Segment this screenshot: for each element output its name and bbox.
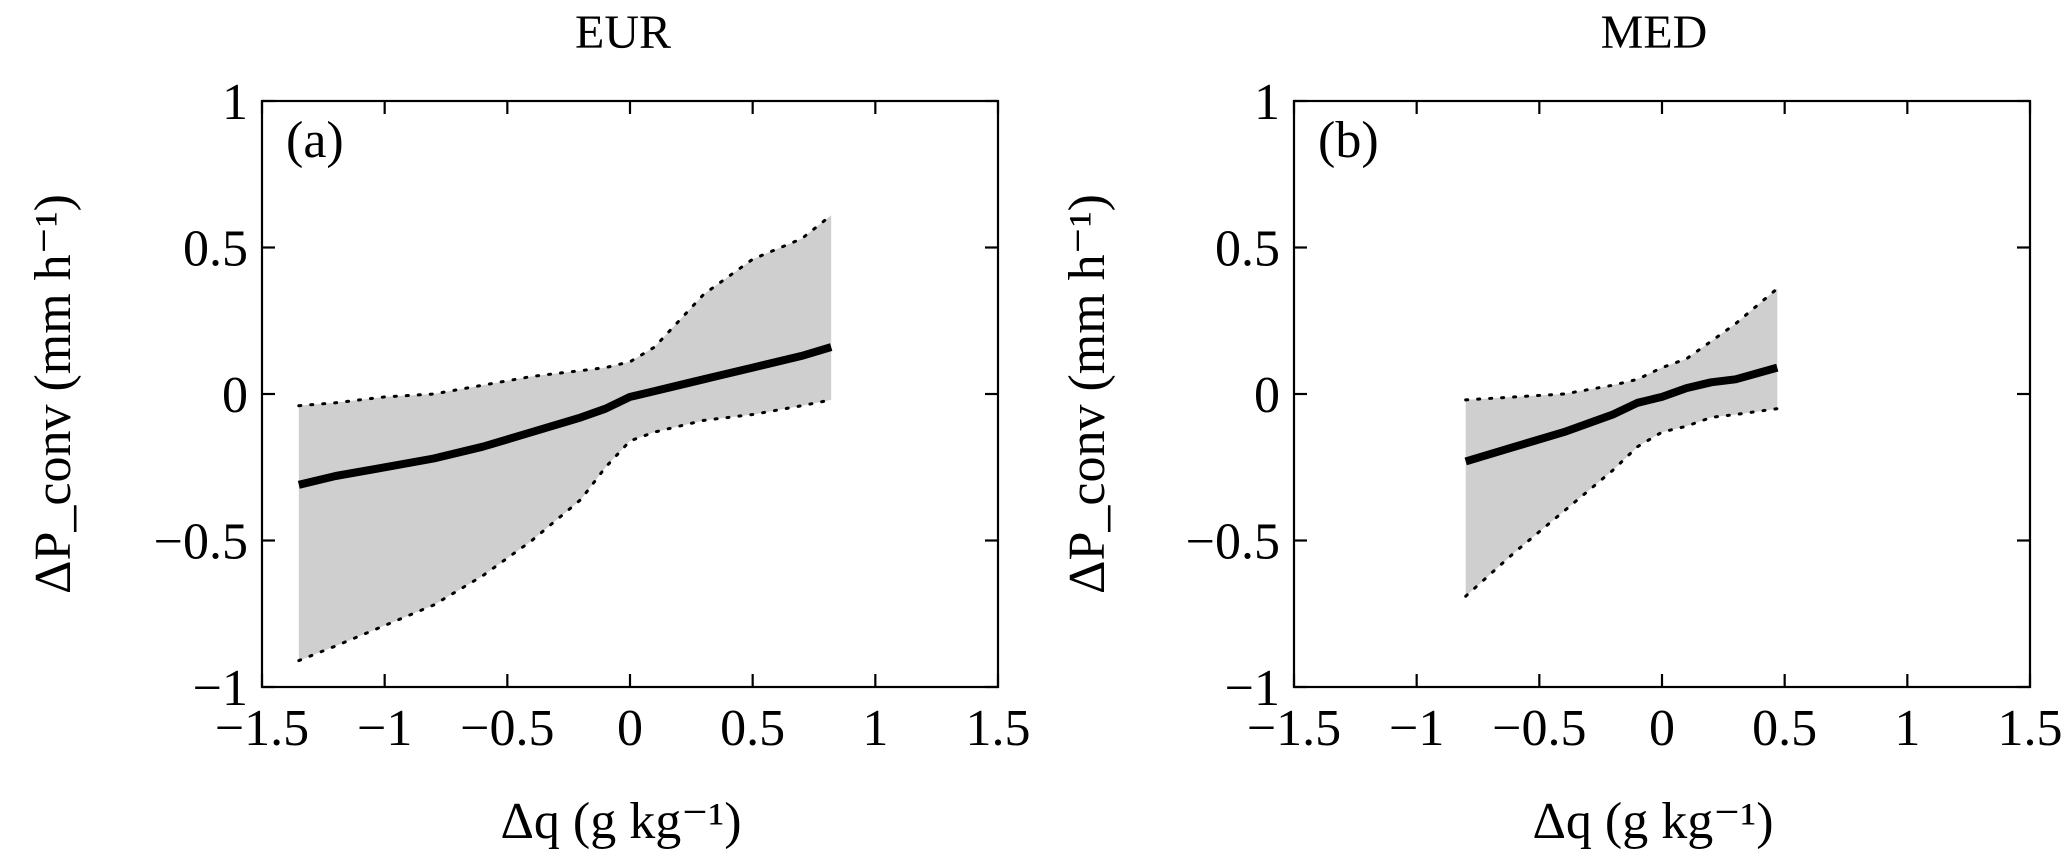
panel-title: EUR <box>575 6 671 59</box>
x-tick-label: 0.5 <box>720 700 785 757</box>
lower-bound-line <box>1464 407 1779 598</box>
panel-title: MED <box>1601 6 1708 59</box>
panel-label: (b) <box>1318 112 1379 169</box>
ticks-layer: −1.5 −1 −0.5 0 0.5 1 1.5−1−0.500.51 <box>1186 74 2063 757</box>
x-tick-label: −1.5 <box>215 700 309 757</box>
y-tick-label: −1 <box>193 660 248 717</box>
x-tick-label: 1.5 <box>1998 700 2063 757</box>
uncertainty-band <box>1465 288 1778 597</box>
y-tick-label: −1 <box>1225 660 1280 717</box>
x-axis-label: Δq (g kg⁻¹) <box>1532 793 1773 850</box>
x-tick-label: 0 <box>1649 700 1675 757</box>
x-tick-label: −0.5 <box>460 700 554 757</box>
x-tick-label: 1.5 <box>966 700 1031 757</box>
y-axis-label: ΔP_conv (mm h⁻¹) <box>1059 194 1116 594</box>
y-tick-label: 0 <box>222 367 248 424</box>
x-tick-label: −1 <box>357 700 412 757</box>
x-tick-label: −1.5 <box>1247 700 1341 757</box>
y-axis-label: ΔP_conv (mm h⁻¹) <box>25 194 82 594</box>
y-tick-label: 0.5 <box>183 221 248 278</box>
x-tick-label: 0.5 <box>1752 700 1817 757</box>
x-tick-label: 1 <box>862 700 888 757</box>
x-tick-label: 0 <box>617 700 643 757</box>
data-layer <box>1464 287 1779 598</box>
lower-bound-line <box>297 398 833 663</box>
panel-eur: EUR −1.5 −1 −0.5 0 0.5 1 1.5−1−0.500.51 (a) Δq… <box>25 6 1031 850</box>
y-tick-label: 1 <box>222 74 248 131</box>
x-tick-label: −0.5 <box>1492 700 1586 757</box>
median-line <box>1464 363 1779 466</box>
y-tick-label: −0.5 <box>154 514 248 571</box>
ticks-layer: −1.5 −1 −0.5 0 0.5 1 1.5−1−0.500.51 <box>154 74 1031 757</box>
upper-bound-line <box>1464 287 1779 402</box>
y-tick-label: 0 <box>1254 367 1280 424</box>
x-tick-label: −1 <box>1389 700 1444 757</box>
x-axis-label: Δq (g kg⁻¹) <box>500 793 741 850</box>
panel-label: (a) <box>286 112 344 169</box>
x-tick-label: 1 <box>1894 700 1920 757</box>
y-tick-label: −0.5 <box>1186 514 1280 571</box>
panel-med: MED −1.5 −1 −0.5 0 0.5 1 1.5−1−0.500.51 (b) Δq… <box>1059 6 2063 850</box>
y-tick-label: 1 <box>1254 74 1280 131</box>
uncertainty-band <box>298 215 832 661</box>
median-line <box>297 343 833 489</box>
y-tick-label: 0.5 <box>1215 221 1280 278</box>
data-layer <box>297 213 833 663</box>
